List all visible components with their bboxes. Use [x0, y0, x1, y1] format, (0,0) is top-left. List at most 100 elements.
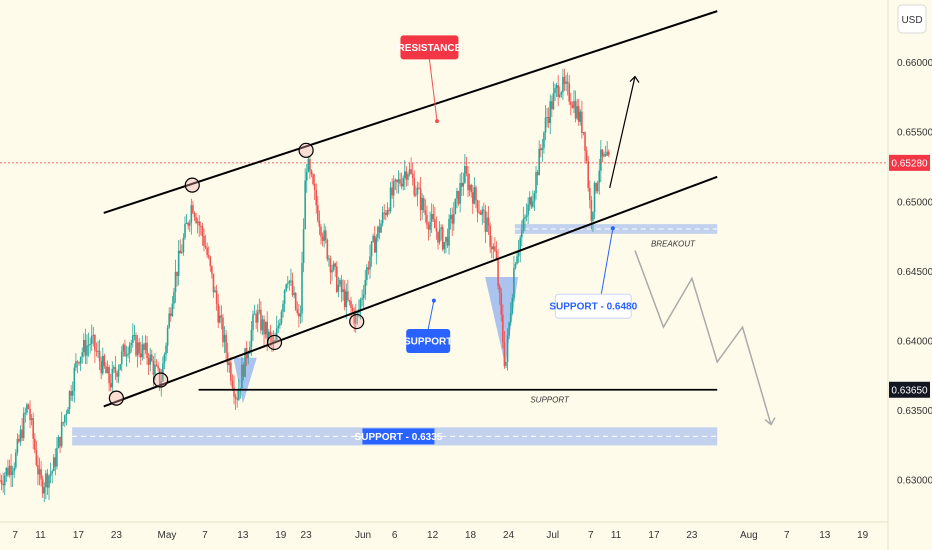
candle-body [146, 342, 148, 358]
candle-body [217, 303, 220, 323]
candle-body [293, 292, 295, 296]
candle-body [302, 229, 305, 264]
candle-body [421, 197, 423, 211]
candle-body [233, 387, 235, 397]
candle-body [555, 85, 558, 89]
candle-body [366, 267, 368, 281]
candle-body [184, 223, 186, 238]
candle-body [220, 315, 223, 318]
candle-body [5, 468, 8, 476]
candle-body [380, 223, 382, 233]
candle-body [551, 101, 553, 110]
candle-body [41, 479, 44, 494]
candle-body [18, 438, 20, 442]
candle-body [73, 367, 76, 391]
candle-body [481, 209, 484, 215]
candle-body [506, 335, 509, 362]
candle-body [196, 221, 199, 223]
candle-body [565, 81, 567, 84]
candle-body [498, 286, 501, 293]
candle-body [89, 343, 91, 345]
candle-body [98, 350, 101, 362]
candle-body [211, 266, 213, 274]
candle-body [236, 398, 238, 400]
candle-body [83, 340, 85, 353]
candle-body [286, 283, 289, 285]
candle-body [464, 166, 466, 183]
candle-body [377, 226, 379, 238]
spike-highlight-0 [233, 357, 257, 404]
candle-body [26, 404, 28, 413]
candle-body [426, 214, 428, 225]
candle-body [396, 179, 398, 183]
candle-body [359, 299, 362, 310]
candle-body [443, 241, 446, 250]
candle-body [269, 331, 272, 336]
candle-body [307, 159, 310, 172]
support-mid-pointer [427, 300, 435, 330]
candle-body [35, 449, 38, 465]
candle-body [46, 473, 49, 488]
candle-body [301, 263, 303, 314]
candle-body [290, 280, 292, 282]
candle-body [264, 321, 267, 335]
candle-body [166, 327, 169, 346]
candle-body [155, 364, 158, 366]
candle-body [29, 408, 31, 421]
candle-body [453, 213, 455, 224]
x-tick-label: 7 [784, 530, 790, 541]
candle-body [449, 214, 452, 220]
candle-body [524, 217, 526, 219]
candle-body [429, 221, 431, 230]
candle-body [152, 360, 155, 375]
candle-body [579, 111, 582, 122]
candle-body [478, 212, 480, 214]
candle-body [192, 205, 194, 214]
candle-body [495, 250, 498, 259]
candle-body [503, 342, 506, 366]
candle-body [487, 217, 490, 226]
candle-body [43, 487, 46, 494]
candle-body [584, 132, 586, 151]
candle-body [81, 352, 84, 357]
candle-body [51, 471, 53, 474]
x-tick-label: 23 [301, 530, 313, 541]
candle-body [277, 325, 280, 329]
marked-price-label: 0.63650 [891, 385, 928, 396]
candle-body [249, 347, 251, 354]
candle-body [383, 212, 386, 214]
candle-body [318, 220, 321, 227]
candle-body [324, 230, 327, 240]
candle-body [456, 190, 458, 199]
x-tick-label: 6 [392, 530, 398, 541]
candle-body [49, 473, 52, 476]
candle-body [130, 342, 133, 345]
candle-body [136, 342, 139, 356]
resistance-pointer-dot [435, 119, 440, 124]
candle-body [150, 354, 153, 361]
candle-body [78, 362, 80, 364]
candle-body [117, 369, 120, 377]
candle-body [361, 298, 363, 300]
candle-body [394, 179, 397, 182]
candle-body [84, 340, 87, 356]
candle-body [11, 471, 14, 476]
candle-body [348, 299, 351, 302]
candle-body [252, 314, 254, 330]
candle-body [304, 180, 306, 230]
candle-body [544, 117, 547, 133]
candle-body [362, 294, 365, 299]
candle-body [86, 345, 88, 356]
candle-body [62, 422, 65, 424]
touch-point [153, 372, 169, 388]
x-tick-label: 24 [503, 530, 515, 541]
candle-body [562, 76, 564, 93]
candle-body [222, 317, 224, 343]
y-tick-label: 0.64000 [897, 337, 932, 348]
candle-body [263, 319, 265, 335]
candle-body [554, 88, 556, 94]
current-price-badge [889, 154, 930, 171]
candle-body [577, 106, 580, 122]
